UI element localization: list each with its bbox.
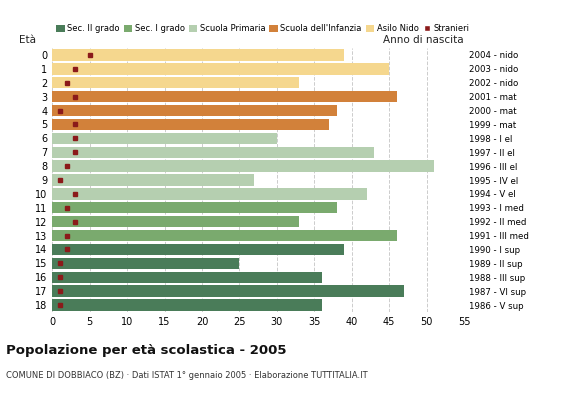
Bar [52,230,397,241]
Text: COMUNE DI DOBBIACO (BZ) · Dati ISTAT 1° gennaio 2005 · Elaborazione TUTTITALIA.I: COMUNE DI DOBBIACO (BZ) · Dati ISTAT 1° … [6,371,367,380]
Bar [52,77,299,88]
Bar [52,299,322,311]
Text: Popolazione per età scolastica - 2005: Popolazione per età scolastica - 2005 [6,344,287,357]
Bar [52,174,255,186]
Bar [52,146,374,158]
Text: Età: Età [19,35,37,45]
Bar [52,91,397,102]
Bar [52,202,337,214]
Bar [52,160,434,172]
Bar [52,286,404,297]
Bar [52,119,329,130]
Bar [52,133,277,144]
Bar [52,216,299,227]
Legend: Sec. II grado, Sec. I grado, Scuola Primaria, Scuola dell'Infanzia, Asilo Nido, : Sec. II grado, Sec. I grado, Scuola Prim… [56,24,470,33]
Bar [52,244,344,255]
Bar [52,258,240,269]
Bar [52,272,322,283]
Bar [52,105,337,116]
Bar [52,63,389,74]
Bar [52,188,367,200]
Bar [52,49,344,61]
Text: Anno di nascita: Anno di nascita [383,35,464,45]
